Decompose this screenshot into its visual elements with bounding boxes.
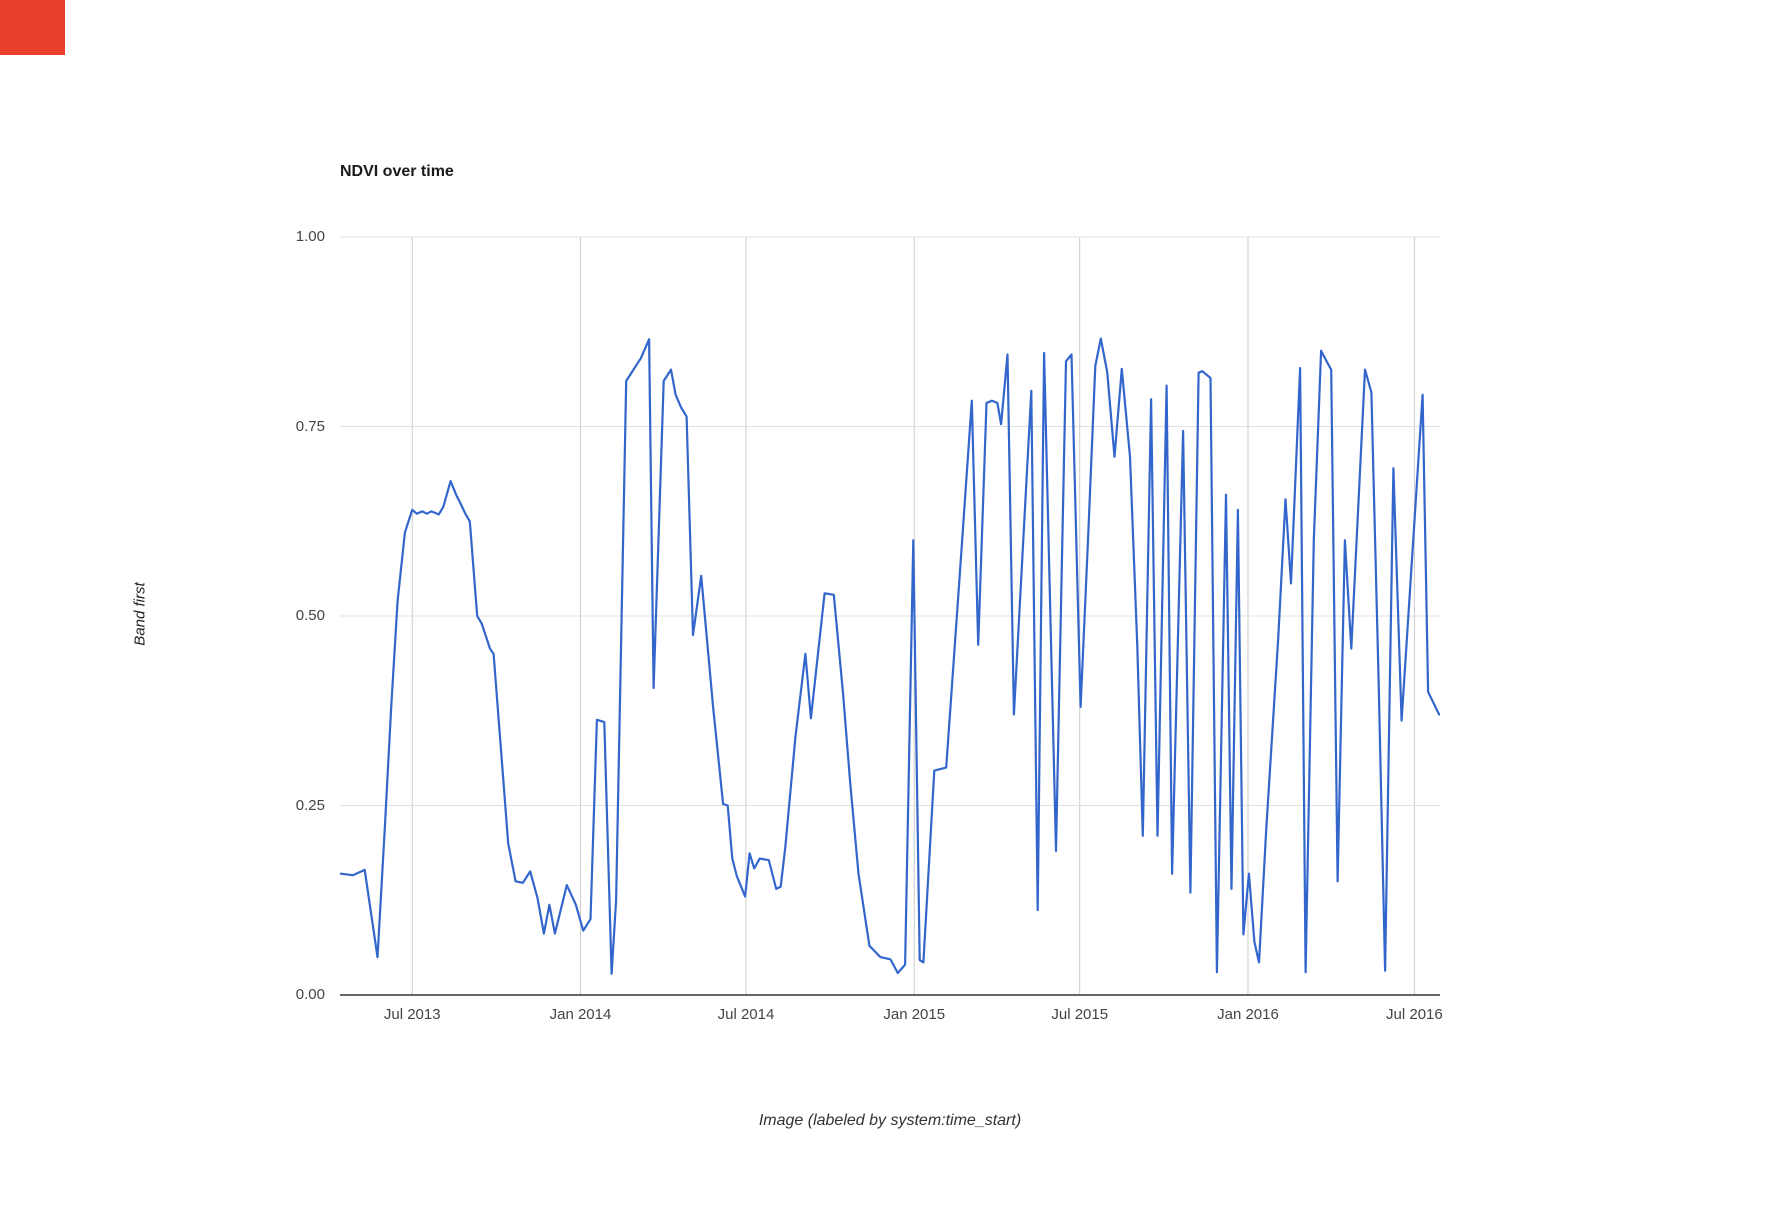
x-tick-label: Jul 2015 — [1051, 1006, 1109, 1023]
x-tick-label: Jul 2016 — [1386, 1006, 1443, 1023]
top-left-red-marker — [0, 0, 65, 55]
x-tick-label: Jul 2013 — [383, 1006, 441, 1023]
gridlines — [340, 236, 1440, 996]
y-tick-label: 1.00 — [295, 228, 325, 245]
y-axis-title: Band first — [131, 582, 149, 646]
y-tick-label: 0.25 — [295, 796, 325, 814]
ndvi-line-series[interactable] — [339, 337, 1441, 975]
y-tick-label: 0.50 — [295, 607, 325, 624]
chart-title: NDVI over time — [340, 163, 454, 180]
x-axis-title: Image (labeled by system:time_start) — [758, 1112, 1022, 1129]
x-tick-label: Jul 2014 — [717, 1006, 775, 1023]
chart-plot-area[interactable] — [340, 237, 1440, 995]
x-tick-label: Jan 2014 — [549, 1006, 612, 1023]
x-tick-label: Jan 2016 — [1217, 1006, 1279, 1023]
y-tick-label: 0.75 — [295, 417, 325, 435]
y-tick-label: 0.00 — [295, 986, 325, 1003]
x-tick-label: Jan 2015 — [883, 1006, 946, 1023]
